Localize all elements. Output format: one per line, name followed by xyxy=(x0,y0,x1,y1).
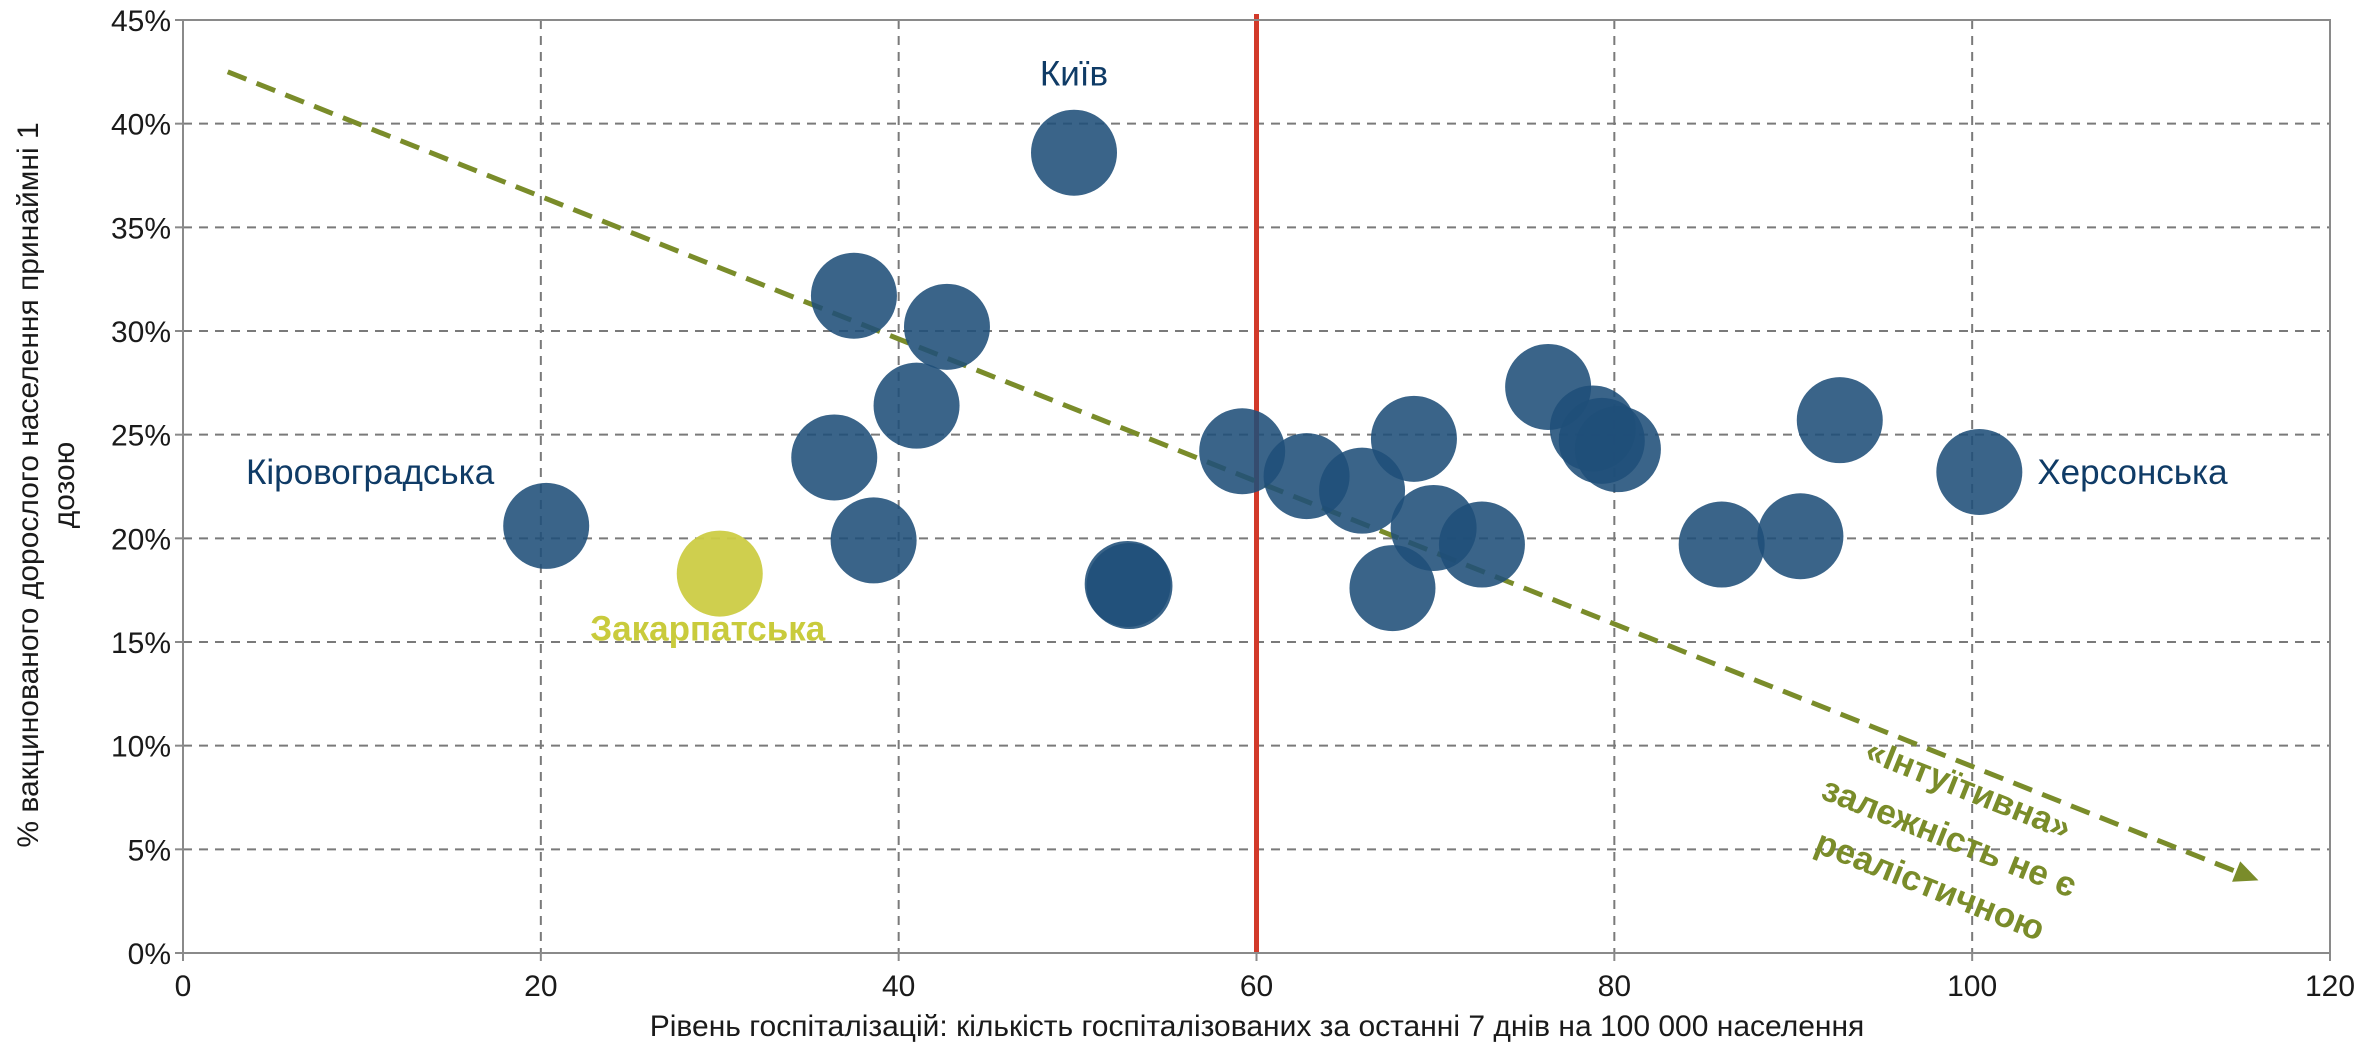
data-bubble-13 xyxy=(1370,395,1457,482)
y-tick-label-0: 0% xyxy=(128,938,171,971)
x-axis-title: Рівень госпіталізацій: кількість госпіта… xyxy=(650,1010,1865,1043)
data-bubble-2 xyxy=(810,252,897,339)
y-tick-label-6: 30% xyxy=(111,316,171,349)
data-bubble-16 xyxy=(1438,501,1525,588)
y-tick-label-2: 10% xyxy=(111,731,171,764)
data-bubble-22 xyxy=(1757,493,1844,580)
y-tick-label-3: 15% xyxy=(111,627,171,660)
x-tick-label-2: 40 xyxy=(882,970,915,1003)
y-tick-label-5: 25% xyxy=(111,420,171,453)
data-bubble-20 xyxy=(1574,406,1661,493)
x-tick-label-3: 60 xyxy=(1240,970,1273,1003)
point-label-1: Закарпатська xyxy=(590,610,826,649)
y-tick-label-1: 5% xyxy=(128,834,171,867)
x-tick-label-4: 80 xyxy=(1598,970,1631,1003)
data-bubble-9 xyxy=(1086,543,1173,630)
data-bubble-5 xyxy=(791,414,878,501)
data-bubble-6 xyxy=(830,497,917,584)
point-label-24: Херсонська xyxy=(2037,453,2228,492)
y-axis-title: % вакцинованого дорослого населення прин… xyxy=(12,122,81,847)
y-axis-title-line-2: дозою xyxy=(48,442,81,528)
data-bubble-3 xyxy=(903,283,990,370)
y-tick-label-9: 45% xyxy=(111,5,171,38)
x-tick-label-1: 20 xyxy=(524,970,557,1003)
point-labels: Кіровоградська Закарпатська Київ Херсонська xyxy=(246,55,2228,649)
data-bubble-10 xyxy=(1199,408,1286,495)
point-label-0: Кіровоградська xyxy=(246,453,495,492)
data-bubble-24 xyxy=(1936,428,2023,515)
trend-arrow-line xyxy=(226,69,2243,877)
y-tick-label-4: 20% xyxy=(111,523,171,556)
point-label-7: Київ xyxy=(1040,55,1108,94)
trend-annotation: «Інтуїтивна» залежність не є реалістично… xyxy=(1810,731,2082,949)
x-tick-label-5: 100 xyxy=(1947,970,1997,1003)
y-tick-label-7: 35% xyxy=(111,212,171,245)
trend-arrowhead xyxy=(2232,861,2259,882)
data-bubble-1 xyxy=(676,530,763,617)
axes: 0% 5% 10% 15% 20% 25% 30% 35% 40% 45% 0 20 40 60 80 100… xyxy=(111,5,2355,1003)
y-tick-label-8: 40% xyxy=(111,109,171,142)
data-bubble-15 xyxy=(1349,545,1436,632)
data-bubble-4 xyxy=(873,362,960,449)
data-bubble-21 xyxy=(1678,501,1765,588)
data-bubble-0 xyxy=(503,482,590,569)
data-bubble-23 xyxy=(1796,377,1883,464)
data-bubble-7 xyxy=(1031,109,1118,196)
y-axis-title-line-1: % вакцинованого дорослого населення прин… xyxy=(12,122,45,847)
trend-arrow-group xyxy=(226,69,2259,882)
x-tick-label-6: 120 xyxy=(2305,970,2355,1003)
x-tick-label-0: 0 xyxy=(175,970,192,1003)
bubbles xyxy=(503,109,2023,632)
